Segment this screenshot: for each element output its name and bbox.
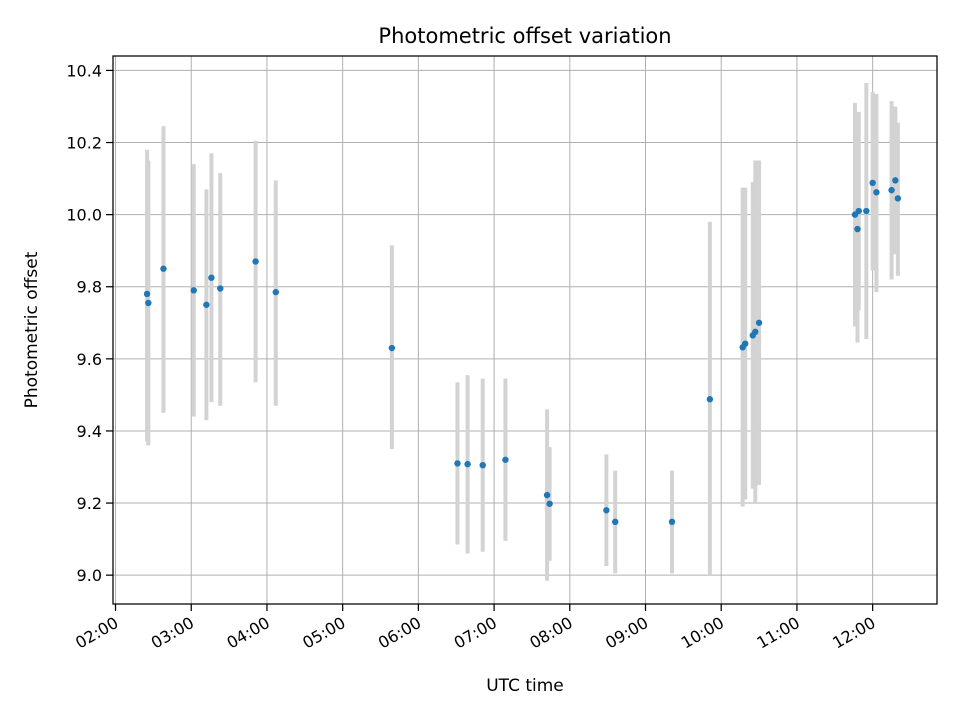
data-point <box>388 344 396 352</box>
data-point <box>464 460 471 468</box>
data-point <box>892 177 899 184</box>
y-tick-label: 10.0 <box>66 206 102 225</box>
data-point <box>863 207 870 215</box>
data-point <box>854 225 861 233</box>
y-tick-label: 9.4 <box>77 422 102 441</box>
data-point <box>543 491 551 499</box>
data-point <box>755 319 763 326</box>
data-point <box>894 195 902 202</box>
y-tick-label: 10.2 <box>66 134 102 153</box>
data-point <box>869 179 876 187</box>
data-point <box>143 290 151 298</box>
data-point <box>873 189 880 196</box>
plot-frame <box>112 55 938 605</box>
x-axis-label: UTC time <box>486 676 564 696</box>
y-tick-label: 9.8 <box>77 278 102 297</box>
data-point <box>741 340 749 347</box>
data-point <box>612 518 619 525</box>
y-tick-label: 9.2 <box>77 494 102 513</box>
data-point <box>190 287 197 294</box>
y-axis-label: Photometric offset <box>22 251 42 408</box>
data-point <box>502 456 509 463</box>
data-point <box>855 207 862 215</box>
data-point <box>160 265 167 272</box>
data-point <box>252 258 259 265</box>
y-tick-label: 9.6 <box>77 350 102 369</box>
y-tick-label: 9.0 <box>77 566 102 585</box>
y-axis-ticks: 9.0 9.2 9.4 9.6 9.8 10.0 10.2 10.4 <box>66 61 113 585</box>
y-tick-label: 10.4 <box>66 61 102 80</box>
data-point <box>217 285 224 292</box>
data-point <box>706 396 714 403</box>
data-point <box>208 274 215 281</box>
data-point <box>668 518 676 525</box>
data-point <box>888 186 895 194</box>
data-point <box>752 328 759 336</box>
data-point <box>145 299 152 307</box>
data-point <box>603 507 610 514</box>
chart-title: Photometric offset variation <box>378 24 671 48</box>
data-point <box>203 301 210 308</box>
data-point <box>272 288 279 296</box>
data-point <box>546 500 553 507</box>
data-point <box>454 460 461 467</box>
data-points <box>143 177 902 525</box>
data-point <box>479 461 486 469</box>
